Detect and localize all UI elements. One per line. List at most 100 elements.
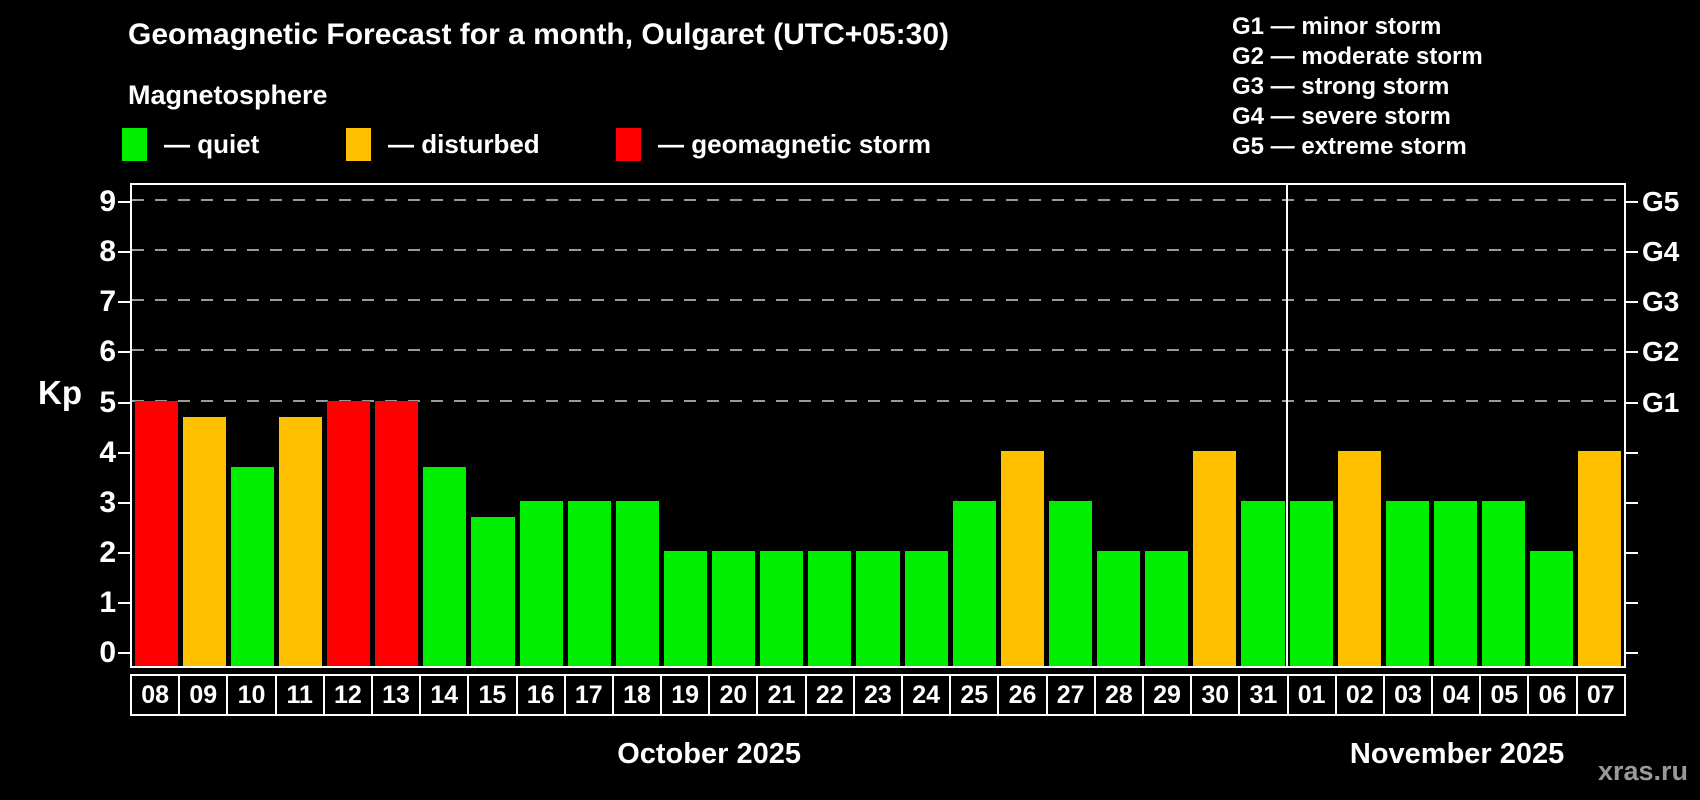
storm-color-swatch	[616, 128, 641, 161]
day-label-27: 27	[1045, 674, 1096, 716]
left-tick-kp6	[118, 351, 130, 354]
day-label-12: 12	[322, 674, 373, 716]
right-tick-kp3	[1626, 501, 1638, 504]
right-tick-kp2	[1626, 551, 1638, 554]
kp-bar-day-24	[904, 550, 948, 666]
day-label-20: 20	[708, 674, 759, 716]
day-label-04: 04	[1431, 674, 1482, 716]
y-tick-label-8: 8	[99, 235, 116, 269]
left-tick-kp3	[118, 501, 130, 504]
day-label-25: 25	[949, 674, 1000, 716]
kp-bar-day-05	[1482, 500, 1526, 666]
day-label-19: 19	[660, 674, 711, 716]
page-title: Geomagnetic Forecast for a month, Oulgar…	[128, 18, 950, 51]
kp-bar-day-30	[1193, 450, 1237, 666]
day-label-26: 26	[997, 674, 1048, 716]
kp-bar-day-20	[712, 550, 756, 666]
storm-scale-g4: G4 — severe storm	[1232, 103, 1451, 130]
y-tick-label-3: 3	[99, 485, 116, 519]
storm-scale-g1: G1 — minor storm	[1232, 13, 1442, 40]
kp-bar-day-31	[1241, 500, 1285, 666]
kp-bar-day-13	[375, 400, 419, 666]
left-tick-kp8	[118, 251, 130, 254]
day-label-08: 08	[130, 674, 181, 716]
gridline-kp5	[132, 399, 1624, 402]
storm-scale-legend: G1 — minor storm G2 — moderate storm G3 …	[1232, 12, 1483, 162]
kp-bar-day-10	[230, 467, 274, 666]
y-tick-label-6: 6	[99, 335, 116, 369]
day-label-01: 01	[1286, 674, 1337, 716]
kp-bar-day-19	[663, 550, 708, 666]
day-label-23: 23	[852, 674, 903, 716]
day-label-21: 21	[756, 674, 807, 716]
kp-bar-day-17	[567, 500, 611, 666]
kp-bar-day-22	[808, 550, 852, 666]
y-tick-label-4: 4	[99, 435, 116, 469]
month-label-1: November 2025	[1349, 738, 1565, 770]
day-label-28: 28	[1093, 674, 1144, 716]
month-separator-line	[1286, 185, 1289, 666]
kp-bar-day-21	[760, 550, 804, 666]
day-label-22: 22	[804, 674, 855, 716]
right-tick-kp1	[1626, 601, 1638, 604]
kp-bar-day-15	[471, 517, 515, 666]
g-scale-label-g1: G1	[1642, 386, 1680, 418]
kp-bar-day-07	[1578, 450, 1622, 666]
gridline-kp7	[132, 299, 1624, 302]
day-label-31: 31	[1238, 674, 1289, 716]
kp-bar-day-03	[1385, 500, 1429, 666]
kp-bar-day-08	[134, 400, 178, 666]
left-tick-kp9	[118, 201, 130, 204]
day-label-13: 13	[370, 674, 422, 716]
gridline-kp9	[132, 199, 1624, 202]
kp-bar-day-01	[1289, 500, 1333, 666]
x-axis-day-labels: 08 09 10 11 12 13 14 15 16 17 18 19 20 21 22 23 24 25 26 27…	[130, 674, 1626, 716]
plot-area	[132, 185, 1624, 666]
day-label-09: 09	[178, 674, 229, 716]
kp-bar-day-25	[952, 500, 996, 666]
right-tick-kp4	[1626, 451, 1638, 454]
y-tick-label-0: 0	[99, 636, 116, 669]
y-tick-label-5: 5	[99, 385, 116, 419]
day-label-11: 11	[274, 674, 325, 716]
legend-label-storm: — geomagnetic storm	[658, 129, 932, 159]
kp-bar-chart: 0 1 2 3 4 5 6 7 8 9 G5 G4 G3 G2 G1	[99, 183, 1679, 669]
storm-scale-g3: G3 — strong storm	[1232, 73, 1450, 100]
day-label-16: 16	[515, 674, 566, 716]
g-scale-label-g3: G3	[1642, 286, 1680, 318]
kp-bar-day-09	[182, 417, 226, 666]
right-tick-kp8	[1626, 251, 1638, 254]
watermark: xras.ru	[1597, 756, 1688, 786]
y-tick-label-1: 1	[99, 585, 116, 619]
kp-bar-day-02	[1337, 450, 1381, 666]
day-label-06: 06	[1527, 674, 1578, 716]
g-scale-label-g5: G5	[1642, 186, 1680, 218]
left-tick-kp0	[118, 652, 130, 654]
day-label-29: 29	[1141, 674, 1193, 716]
right-tick-kp0	[1626, 652, 1638, 654]
chart-subtitle: Magnetosphere	[128, 80, 328, 110]
kp-bar-day-27	[1048, 500, 1093, 666]
kp-bar-day-28	[1097, 550, 1141, 666]
kp-bar-day-04	[1433, 500, 1478, 666]
left-tick-kp1	[118, 601, 130, 604]
kp-bar-day-18	[615, 500, 659, 666]
kp-bar-day-12	[327, 400, 371, 666]
day-label-07: 07	[1575, 674, 1626, 716]
storm-scale-g5: G5 — extreme storm	[1232, 133, 1467, 160]
y-axis-title: Kp	[38, 374, 82, 411]
legend-item-disturbed: — disturbed	[346, 128, 540, 161]
day-label-17: 17	[563, 674, 614, 716]
y-tick-label-9: 9	[99, 185, 116, 219]
day-label-15: 15	[467, 674, 518, 716]
legend-item-storm: — geomagnetic storm	[616, 128, 931, 161]
day-label-03: 03	[1382, 674, 1434, 716]
kp-bar-day-29	[1145, 550, 1189, 666]
kp-bar-day-11	[278, 417, 322, 666]
gridline-kp6	[132, 349, 1624, 352]
storm-scale-g2: G2 — moderate storm	[1232, 43, 1483, 70]
left-tick-kp7	[118, 301, 130, 304]
right-tick-kp7	[1626, 301, 1638, 304]
right-tick-kp9	[1626, 201, 1638, 204]
right-tick-kp6	[1626, 351, 1638, 354]
